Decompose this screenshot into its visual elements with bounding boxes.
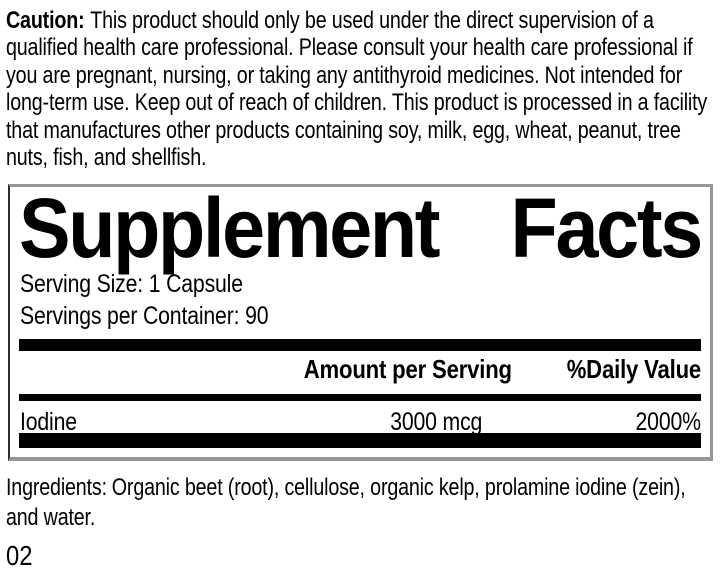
nutrient-amount: 3000 mcg <box>390 408 482 436</box>
product-code: 02 <box>6 540 33 571</box>
separator-bar-top <box>19 339 701 351</box>
caution-label: Caution: <box>6 7 85 34</box>
column-header-amount-per-serving: Amount per Serving <box>303 354 512 384</box>
nutrient-daily-value: 2000% <box>635 408 702 436</box>
servings-per-container-line: Servings per Container: 90 <box>20 302 269 330</box>
column-header-daily-value: %Daily Value <box>566 354 701 384</box>
ingredients-body: Organic beet (root), cellulose, organic … <box>6 474 686 531</box>
caution-body: This product should only be used under t… <box>6 7 708 172</box>
ingredients-label: Ingredients: <box>6 474 107 501</box>
nutrient-name: Iodine <box>20 408 77 436</box>
separator-bar-header <box>19 394 701 401</box>
title-word-facts: Facts <box>510 181 704 275</box>
ingredients-text: Ingredients: Organic beet (root), cellulo… <box>6 473 718 533</box>
title-word-supplement: Supplement <box>19 181 441 275</box>
serving-size-line: Serving Size: 1 Capsule <box>20 270 243 298</box>
supplement-facts-title: Supplement Facts <box>19 181 704 275</box>
supplement-facts-panel: Supplement Facts Serving Size: 1 Capsule… <box>8 184 713 461</box>
separator-bar-bottom <box>19 433 701 448</box>
caution-text: Caution: This product should only be used… <box>6 7 718 171</box>
